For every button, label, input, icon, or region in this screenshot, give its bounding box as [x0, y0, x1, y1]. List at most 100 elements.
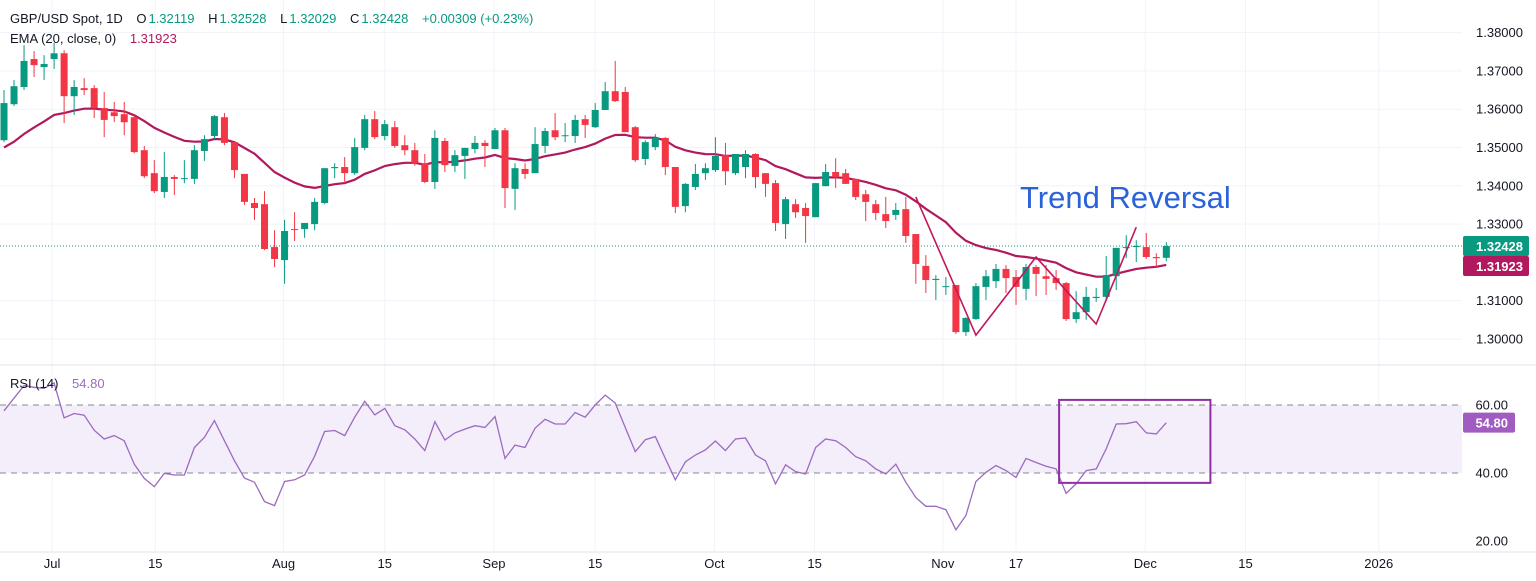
last-price-badge: 1.32428 [1476, 239, 1523, 254]
candle-body [10, 86, 18, 105]
candle-bullish [200, 135, 208, 161]
candle-bearish [130, 114, 138, 154]
candle-bullish [511, 163, 519, 210]
ema-price-badge-bg [1463, 256, 1529, 277]
candle-bearish [872, 199, 880, 220]
candle-body [170, 176, 178, 179]
candle-bearish [611, 60, 619, 102]
candle-bullish [892, 203, 900, 220]
candle-bullish [0, 90, 8, 143]
candle-body [331, 167, 339, 169]
candle-bearish [762, 173, 770, 197]
candle-body [531, 144, 539, 174]
candle-bearish [671, 167, 679, 213]
candle-body [671, 167, 679, 207]
candle-body [481, 142, 489, 146]
candle-body [190, 150, 198, 179]
open-label: O [136, 11, 147, 26]
candle-bullish [321, 168, 329, 205]
candle-body [220, 117, 228, 143]
candle-bearish [551, 113, 559, 141]
candle-body [381, 124, 389, 137]
candle-bullish [471, 136, 479, 154]
candle-body [180, 178, 188, 180]
rsi-value-badge-bg [1463, 412, 1515, 433]
candle-body [772, 183, 780, 223]
time-axis-label: Sep [482, 556, 505, 571]
candle-bullish [681, 183, 689, 213]
candle-body [341, 167, 349, 174]
rsi-axis-label: 20.00 [1475, 534, 1508, 549]
time-axis-label: Jul [44, 556, 61, 571]
candle-body [721, 155, 729, 172]
candle-bullish [782, 196, 790, 240]
candle-bearish [120, 101, 128, 136]
candle-body [401, 145, 409, 151]
candle-bearish [240, 173, 248, 205]
candle-body [621, 91, 629, 133]
candle-body [551, 130, 559, 138]
candle-body [130, 117, 138, 153]
candle-body [1112, 247, 1120, 277]
candle-bullish [381, 119, 389, 141]
candle-body [661, 137, 669, 168]
candle-body [982, 276, 990, 287]
candle-body [1152, 257, 1160, 259]
candle-bearish [952, 284, 960, 335]
trend-reversal-annotation: Trend Reversal [1020, 180, 1231, 215]
candle-bullish [361, 114, 369, 151]
candle-body [281, 230, 289, 261]
candle-body [291, 229, 299, 231]
candle-bearish [1002, 265, 1010, 294]
candle-bullish [301, 222, 309, 238]
ema-line [3, 107, 1167, 278]
candle-body [731, 154, 739, 174]
candle-bullish [571, 114, 579, 143]
candle-bullish [982, 270, 990, 300]
candle-bullish [431, 130, 439, 189]
rsi-highlight-box [1058, 398, 1212, 484]
candle-body [601, 91, 609, 110]
candle-body [511, 168, 519, 189]
candle-bearish [341, 157, 349, 184]
candle-bearish [411, 142, 419, 166]
candle-body [411, 150, 419, 164]
candle-bearish [1152, 253, 1160, 269]
candle-bearish [220, 113, 228, 146]
candle-body [651, 137, 659, 148]
candle-bullish [491, 127, 499, 150]
candle-bullish [541, 127, 549, 154]
candle-bullish [210, 114, 218, 140]
last-price-badge-bg [1463, 236, 1529, 257]
candle-body [822, 172, 830, 187]
candle-bearish [661, 137, 669, 176]
candle-body [1142, 247, 1150, 258]
candle-body [471, 142, 479, 150]
ema-legend: EMA (20, close, 0) 1.31923 [10, 31, 179, 46]
candle-body [210, 116, 218, 137]
ema-label: EMA (20, close, 0) [10, 31, 117, 46]
candle-bullish [992, 263, 1000, 289]
candle-bullish [20, 45, 28, 91]
candle-body [0, 103, 8, 141]
candle-bearish [621, 86, 629, 133]
candle-body [140, 150, 148, 177]
candle-bullish [1102, 255, 1110, 302]
candle-bearish [802, 203, 810, 243]
candle-body [110, 112, 118, 117]
candle-body [461, 147, 469, 156]
candle-bearish [581, 114, 589, 138]
trend-reversal-zigzag [915, 196, 1137, 337]
candle-body [451, 155, 459, 166]
candle-body [852, 178, 860, 197]
open-value: 1.32119 [148, 11, 195, 26]
candle-bearish [882, 196, 890, 228]
time-axis-label: 15 [1238, 556, 1252, 571]
candle-body [150, 173, 158, 192]
time-axis-label: 15 [807, 556, 821, 571]
candle-bearish [371, 111, 379, 140]
candle-bullish [281, 219, 289, 284]
high-value: 1.32528 [219, 11, 267, 26]
candle-body [1042, 276, 1050, 279]
